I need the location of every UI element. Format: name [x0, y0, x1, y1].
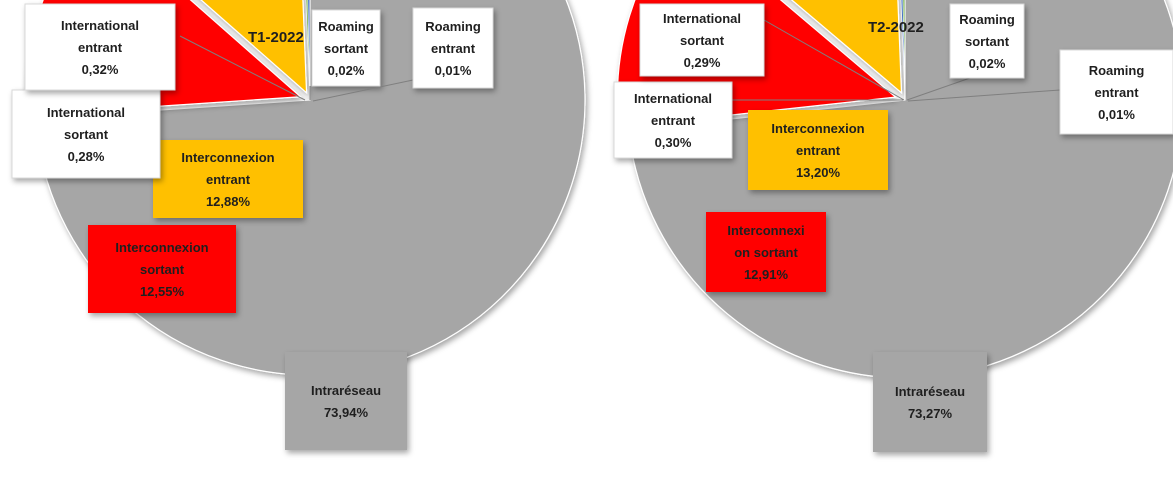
data-label: International entrant 0,30%	[613, 81, 733, 159]
data-label-box	[748, 110, 888, 190]
data-label-box	[285, 352, 407, 450]
data-label: Roaming sortant 0,02%	[311, 9, 381, 87]
data-label-box	[949, 3, 1025, 79]
data-label: Intraréseau 73,27%	[873, 352, 987, 452]
data-label-name: International	[47, 105, 125, 120]
data-label-value: 0,29%	[684, 55, 721, 70]
data-label-value: 0,28%	[68, 149, 105, 164]
data-label-name: Interconnexion	[771, 121, 864, 136]
data-label-name: Roaming	[425, 19, 481, 34]
data-label-value: 12,55%	[140, 284, 185, 299]
data-label: Interconnexion entrant 12,88%	[153, 140, 303, 218]
data-label-name: entrant	[651, 113, 696, 128]
data-label: Intraréseau 73,94%	[285, 352, 407, 450]
pie-slice-interconnexion-entrant	[790, 0, 903, 95]
data-label-name: Roaming	[1089, 63, 1145, 78]
data-label-box	[24, 3, 176, 91]
data-label-value: 12,88%	[206, 194, 251, 209]
data-label: Interconnexion sortant 12,55%	[88, 225, 236, 313]
data-label: Interconnexion entrant 13,20%	[748, 110, 888, 190]
data-label-value: 0,01%	[1098, 107, 1135, 122]
data-label-name: Intraréseau	[311, 383, 381, 398]
data-label-name: sortant	[140, 262, 185, 277]
pie-slice-interconnexion-entrant	[200, 0, 308, 95]
data-label-value: 0,30%	[655, 135, 692, 150]
data-label-box	[873, 352, 987, 452]
pie-slice-international-sortant	[902, 0, 906, 101]
pie-slice-international-sortant	[305, 0, 311, 101]
data-label-name: sortant	[965, 34, 1010, 49]
data-label-value: 12,91%	[744, 267, 789, 282]
data-label-value: 0,32%	[82, 62, 119, 77]
pie-slice-international-entrant	[900, 0, 906, 101]
data-label-name: Roaming	[959, 12, 1015, 27]
leader-line	[763, 19, 905, 101]
data-label-name: sortant	[64, 127, 109, 142]
data-label-value: 73,94%	[324, 405, 369, 420]
data-label: Roaming entrant 0,01%	[1059, 49, 1173, 135]
data-label-value: 13,20%	[796, 165, 841, 180]
data-label: International sortant 0,29%	[639, 3, 765, 77]
data-label-name: International	[663, 11, 741, 26]
data-label-name: entrant	[206, 172, 251, 187]
data-label-name: entrant	[78, 40, 123, 55]
data-label: Roaming sortant 0,02%	[949, 3, 1025, 79]
data-label-name: Interconnexi	[727, 223, 804, 238]
data-label-value: 0,02%	[969, 56, 1006, 71]
data-label-name: sortant	[680, 33, 725, 48]
data-label-box	[412, 7, 494, 89]
chart-title: T1-2022	[248, 29, 304, 46]
chart-title: T2-2022	[868, 19, 924, 36]
pie-chart-1: T1-2022 Intraréseau 73,94% Interconnexion so…	[11, 0, 586, 450]
data-label-value: 0,01%	[435, 63, 472, 78]
data-label-name: International	[634, 91, 712, 106]
leader-line	[312, 79, 414, 102]
data-label-value: 73,27%	[908, 406, 953, 421]
leader-line	[906, 77, 971, 101]
data-label-box	[11, 89, 161, 179]
data-label-box	[311, 9, 381, 87]
data-label-name: Interconnexion	[115, 240, 208, 255]
data-label: Interconnexi on sortant 12,91%	[706, 212, 826, 292]
data-label-value: 0,02%	[328, 63, 365, 78]
data-label-box	[706, 212, 826, 292]
data-label-box	[88, 225, 236, 313]
data-label-box	[153, 140, 303, 218]
leader-line	[907, 89, 1061, 102]
data-label-name: Roaming	[318, 19, 374, 34]
data-label-name: entrant	[796, 143, 841, 158]
data-label-name: International	[61, 18, 139, 33]
data-label: International entrant 0,32%	[24, 3, 176, 91]
data-label-box	[1059, 49, 1173, 135]
data-label-name: on sortant	[734, 245, 798, 260]
pie-slice-international-entrant	[307, 0, 311, 101]
data-label-name: sortant	[324, 41, 369, 56]
data-label-box	[613, 81, 733, 159]
data-label: International sortant 0,28%	[11, 89, 161, 179]
data-label-name: entrant	[1094, 85, 1139, 100]
data-label-box	[639, 3, 765, 77]
data-label-name: Interconnexion	[181, 150, 274, 165]
leader-line	[179, 35, 306, 101]
data-label: Roaming entrant 0,01%	[412, 7, 494, 89]
data-label-name: Intraréseau	[895, 384, 965, 399]
data-label-name: entrant	[431, 41, 476, 56]
